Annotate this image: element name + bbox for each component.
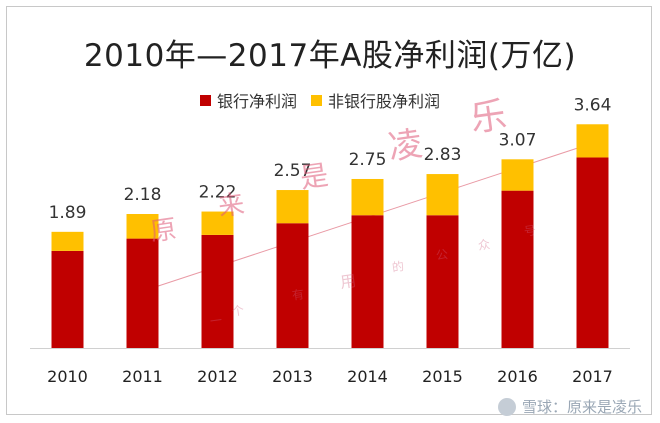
data-label-2012: 2.22 (199, 183, 237, 203)
bar-nonbank-2010 (51, 231, 84, 251)
bar-bank-2011 (126, 238, 159, 348)
footer-text: 雪球：原来是凌乐 (521, 398, 642, 416)
watermark-small-5: 的 (391, 259, 406, 275)
chart-title: 2010年—2017年A股净利润(万亿) (83, 38, 577, 74)
x-tick-2016: 2016 (497, 367, 538, 386)
watermark-small-6: 公 (435, 247, 450, 263)
bar-nonbank-2017 (576, 124, 609, 158)
legend-item-bank: 银行净利润 (200, 88, 297, 112)
watermark-char-4: 凌 (385, 123, 426, 169)
bar-nonbank-2016 (501, 159, 534, 191)
x-tick-2017: 2017 (572, 367, 613, 386)
watermark-small-2: 个 (231, 303, 246, 319)
legend-item-nonbank: 非银行股净利润 (311, 88, 440, 112)
watermark-char-1: 原 (148, 214, 179, 248)
watermark-small-1: 一 (209, 313, 224, 329)
chart-legend: 银行净利润 非银行股净利润 (200, 88, 454, 112)
bar-bank-2015 (426, 215, 459, 348)
bar-nonbank-2013 (276, 190, 309, 224)
bar-nonbank-2011 (126, 214, 159, 239)
bar-bank-2013 (276, 223, 309, 348)
watermark-small-4: 用 (338, 270, 358, 293)
x-tick-2012: 2012 (197, 367, 238, 386)
legend-label-nonbank: 非银行股净利润 (328, 92, 441, 111)
bar-nonbank-2012 (201, 211, 234, 235)
watermark-char-5: 乐 (467, 94, 510, 141)
data-label-2014: 2.75 (349, 150, 387, 170)
bar-bank-2016 (501, 190, 534, 348)
legend-swatch-bank (200, 94, 211, 106)
data-label-2016: 3.07 (499, 130, 537, 150)
data-label-2015: 2.83 (424, 145, 462, 165)
chart-frame (6, 6, 652, 415)
bar-bank-2010 (51, 250, 84, 348)
footer-credit: 雪球：原来是凌乐 (497, 396, 642, 417)
data-label-2011: 2.18 (124, 185, 162, 205)
legend-label-bank: 银行净利润 (217, 92, 298, 111)
legend-swatch-nonbank (311, 94, 323, 106)
bar-bank-2017 (576, 157, 609, 348)
data-label-2010: 1.89 (49, 203, 87, 223)
watermark-small-3: 有 (291, 287, 306, 303)
x-tick-2010: 2010 (47, 367, 88, 386)
bar-nonbank-2015 (426, 174, 459, 216)
bar-nonbank-2014 (351, 178, 384, 216)
watermark-small-8: 号 (523, 223, 538, 239)
x-tick-2013: 2013 (272, 367, 313, 386)
bar-bank-2014 (351, 215, 384, 348)
watermark-char-2: 来 (216, 189, 247, 223)
watermark-char-3: 是 (298, 158, 331, 195)
x-tick-2015: 2015 (422, 367, 463, 386)
data-label-2013: 2.57 (274, 161, 312, 181)
bar-bank-2012 (201, 234, 234, 348)
data-label-2017: 3.64 (574, 95, 612, 115)
snowball-logo-icon (497, 397, 516, 416)
x-tick-2011: 2011 (122, 367, 163, 386)
x-tick-2014: 2014 (347, 367, 388, 386)
watermark-small-7: 众 (477, 237, 492, 253)
